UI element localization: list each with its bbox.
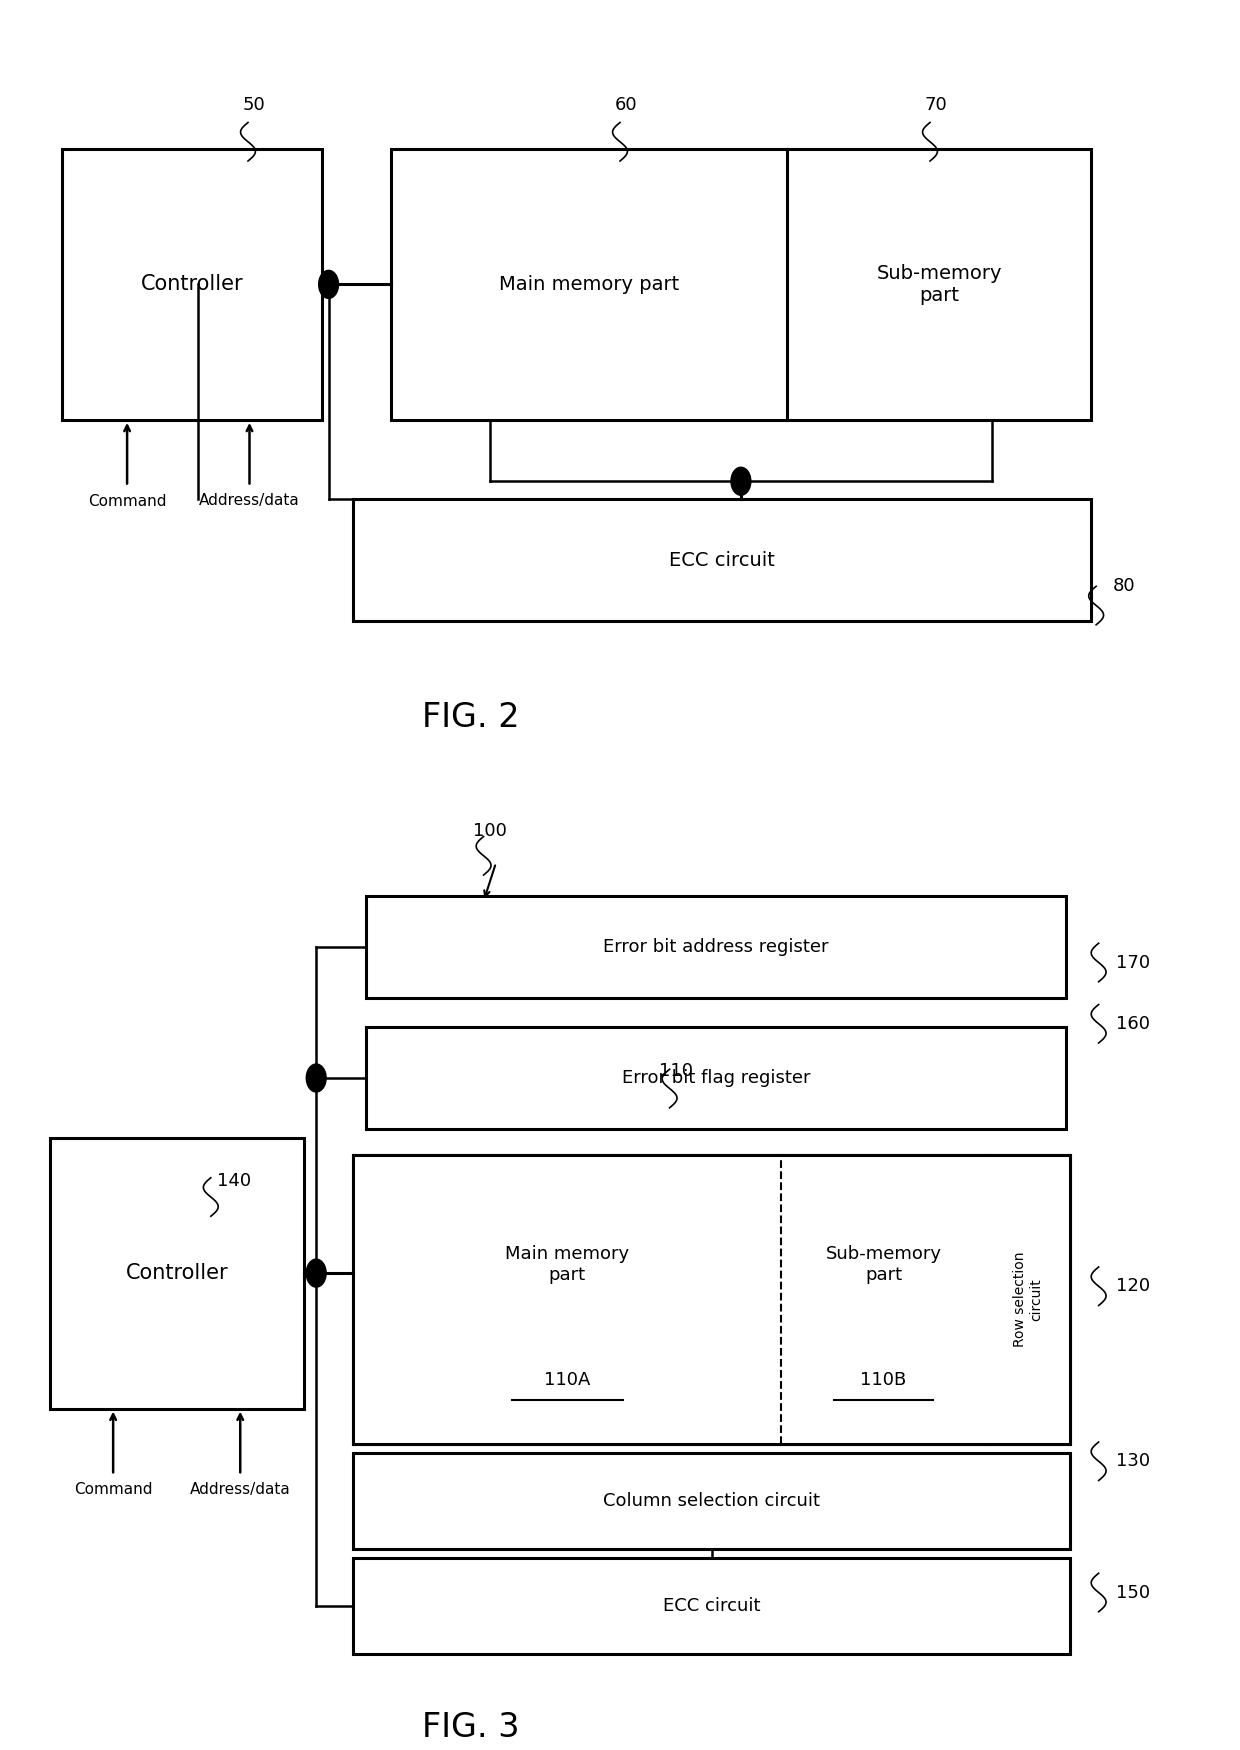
Bar <box>62 149 322 420</box>
Text: FIG. 3: FIG. 3 <box>423 1712 520 1743</box>
Bar <box>366 1027 1066 1129</box>
Bar <box>353 1558 1070 1654</box>
Bar <box>353 1155 781 1444</box>
Text: Command: Command <box>88 493 166 509</box>
Text: Sub-memory
part: Sub-memory part <box>826 1246 941 1284</box>
Bar <box>986 1155 1070 1444</box>
Bar <box>353 1452 1070 1549</box>
Text: 110B: 110B <box>861 1372 906 1390</box>
Text: 110: 110 <box>658 1062 693 1080</box>
Bar <box>353 1155 1070 1444</box>
Text: Error bit flag register: Error bit flag register <box>621 1069 811 1087</box>
Text: Sub-memory
part: Sub-memory part <box>877 264 1002 304</box>
Text: Row selection
circuit: Row selection circuit <box>1013 1251 1043 1348</box>
Bar <box>353 499 1091 621</box>
Text: 70: 70 <box>925 96 947 114</box>
Circle shape <box>306 1064 326 1092</box>
Text: 100: 100 <box>472 822 507 840</box>
Text: 140: 140 <box>217 1172 252 1190</box>
Bar <box>50 1138 304 1409</box>
Text: Address/data: Address/data <box>190 1482 290 1498</box>
Text: 130: 130 <box>1116 1452 1151 1470</box>
Text: Main memory
part: Main memory part <box>505 1246 630 1284</box>
Text: 60: 60 <box>615 96 637 114</box>
Circle shape <box>319 270 339 298</box>
Text: Main memory part: Main memory part <box>498 275 680 294</box>
Text: Command: Command <box>74 1482 153 1498</box>
Text: 110A: 110A <box>544 1372 590 1390</box>
Text: 120: 120 <box>1116 1278 1151 1295</box>
Text: 170: 170 <box>1116 954 1151 971</box>
Text: ECC circuit: ECC circuit <box>663 1596 760 1615</box>
Text: Error bit address register: Error bit address register <box>604 938 828 956</box>
Text: 80: 80 <box>1112 578 1135 595</box>
Text: Controller: Controller <box>141 275 243 294</box>
Bar <box>391 149 1091 420</box>
Circle shape <box>306 1260 326 1286</box>
Text: Column selection circuit: Column selection circuit <box>603 1491 821 1510</box>
Text: ECC circuit: ECC circuit <box>670 551 775 569</box>
Text: 50: 50 <box>243 96 265 114</box>
Text: Controller: Controller <box>125 1264 228 1283</box>
Text: 150: 150 <box>1116 1584 1151 1601</box>
Circle shape <box>730 467 750 495</box>
Bar <box>366 896 1066 997</box>
Text: Address/data: Address/data <box>200 493 300 509</box>
Text: FIG. 2: FIG. 2 <box>423 702 520 733</box>
Text: 160: 160 <box>1116 1015 1149 1032</box>
Bar <box>781 1155 986 1444</box>
